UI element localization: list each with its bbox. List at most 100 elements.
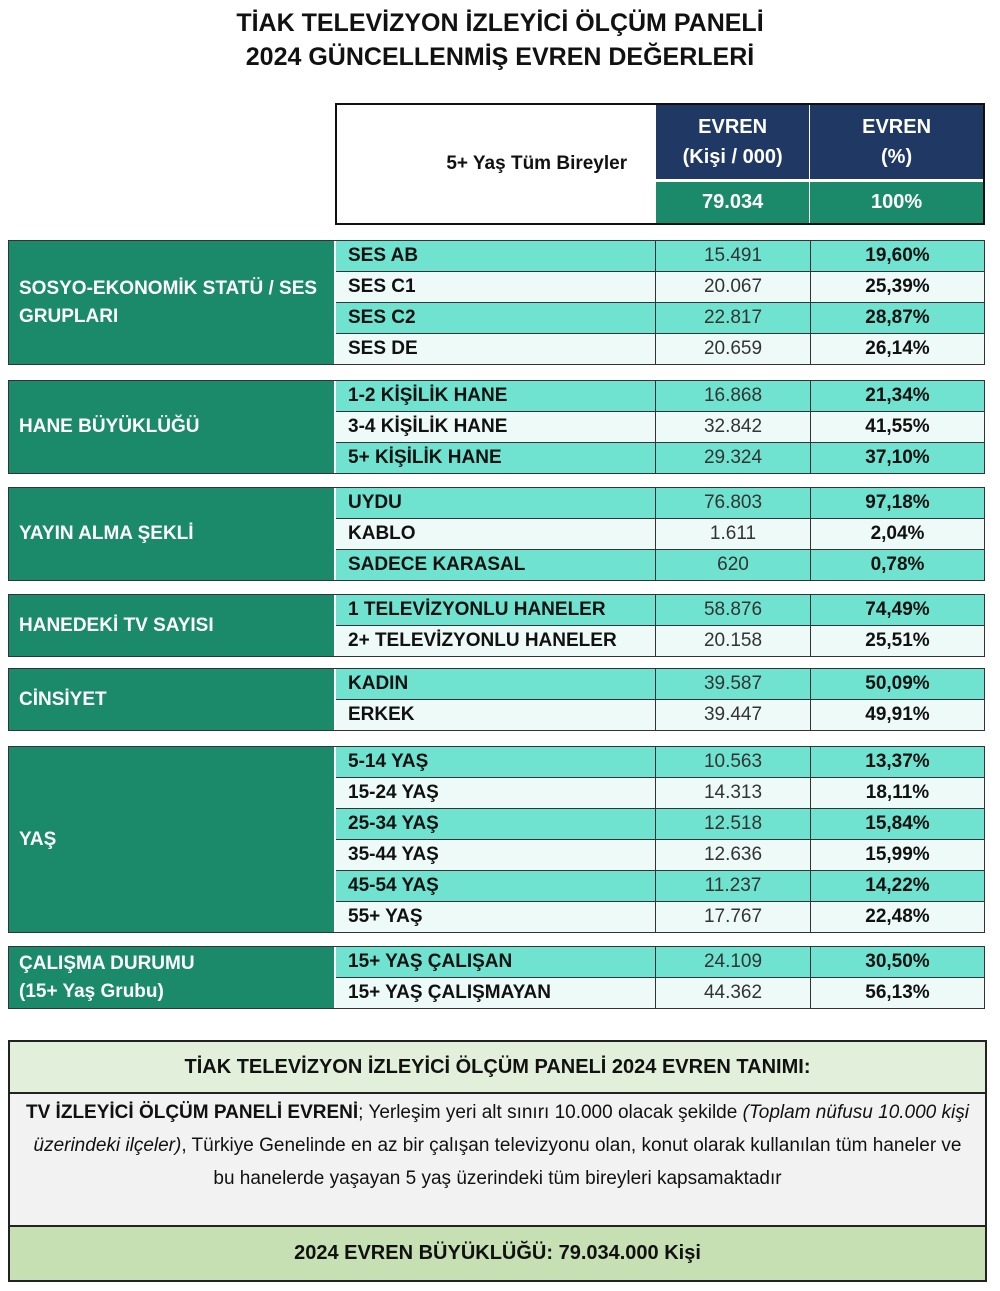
- row-percent: 14,22%: [865, 875, 930, 896]
- row-percent: 25,51%: [865, 630, 930, 651]
- table-row: 35-44 YAŞ 12.636 15,99%: [336, 840, 984, 871]
- row-percent: 28,87%: [865, 307, 930, 328]
- table-row: 15+ YAŞ ÇALIŞAN 24.109 30,50%: [336, 947, 984, 978]
- group-label: YAYIN ALMA ŞEKLİ: [9, 488, 336, 580]
- section: HANEDEKİ TV SAYISI 1 TELEVİZYONLU HANELE…: [8, 594, 985, 657]
- header-text: (Kişi / 000): [682, 146, 783, 168]
- population-label: 5+ Yaş Tüm Bireyler: [337, 105, 656, 223]
- universe-size: 2024 EVREN BÜYÜKLÜĞÜ: 79.034.000 Kişi: [10, 1227, 985, 1280]
- row-percent: 50,09%: [865, 673, 930, 694]
- row-count: 39.587: [656, 669, 811, 699]
- row-percent: 19,60%: [865, 245, 930, 266]
- column-header-percent: EVREN (%): [809, 105, 983, 182]
- row-percent: 2,04%: [870, 523, 925, 544]
- row-percent: 18,11%: [865, 782, 930, 803]
- row-count: 17.767: [656, 902, 811, 932]
- row-label: 15+ YAŞ ÇALIŞAN: [336, 947, 656, 977]
- table-row: 2+ TELEVİZYONLU HANELER 20.158 25,51%: [336, 626, 984, 656]
- row-label: 1-2 KİŞİLİK HANE: [336, 381, 656, 411]
- definition-bold: TV İZLEYİCİ ÖLÇÜM PANELİ EVRENİ: [26, 1102, 359, 1123]
- row-percent: 15,84%: [865, 813, 930, 834]
- row-label: KADIN: [336, 669, 656, 699]
- universe-definition-box: TİAK TELEVİZYON İZLEYİCİ ÖLÇÜM PANELİ 20…: [8, 1040, 987, 1282]
- section: ÇALIŞMA DURUMU (15+ Yaş Grubu) 15+ YAŞ Ç…: [8, 946, 985, 1009]
- row-label: SADECE KARASAL: [336, 550, 656, 580]
- title-line-1: TİAK TELEVİZYON İZLEYİCİ ÖLÇÜM PANELİ: [236, 9, 764, 37]
- row-count: 10.563: [656, 747, 811, 777]
- row-label: 25-34 YAŞ: [336, 809, 656, 839]
- row-label: 45-54 YAŞ: [336, 871, 656, 901]
- row-count: 15.491: [656, 241, 811, 271]
- row-label: SES DE: [336, 334, 656, 364]
- table-row: SES C1 20.067 25,39%: [336, 272, 984, 303]
- table-row: 15-24 YAŞ 14.313 18,11%: [336, 778, 984, 809]
- row-count: 12.636: [656, 840, 811, 870]
- column-header-count: EVREN (Kişi / 000): [655, 105, 810, 182]
- section: SOSYO-EKONOMİK STATÜ / SES GRUPLARI SES …: [8, 240, 985, 365]
- row-count: 620: [656, 550, 811, 580]
- row-count: 22.817: [656, 303, 811, 333]
- definition-text: , Türkiye Genelinde en az bir çalışan te…: [181, 1135, 962, 1189]
- section: YAŞ 5-14 YAŞ 10.563 13,37% 15-24 YAŞ 14.…: [8, 746, 985, 933]
- table-row: 5-14 YAŞ 10.563 13,37%: [336, 747, 984, 778]
- row-count: 11.237: [656, 871, 811, 901]
- row-percent: 97,18%: [865, 492, 930, 513]
- table-row: SES DE 20.659 26,14%: [336, 334, 984, 364]
- table-row: 3-4 KİŞİLİK HANE 32.842 41,55%: [336, 412, 984, 443]
- row-label: SES C2: [336, 303, 656, 333]
- total-percent: 100%: [809, 182, 983, 223]
- section: HANE BÜYÜKLÜĞÜ 1-2 KİŞİLİK HANE 16.868 2…: [8, 380, 985, 474]
- row-count: 14.313: [656, 778, 811, 808]
- row-label: 3-4 KİŞİLİK HANE: [336, 412, 656, 442]
- table-row: 5+ KİŞİLİK HANE 29.324 37,10%: [336, 443, 984, 473]
- row-percent: 22,48%: [865, 906, 930, 927]
- row-label: SES C1: [336, 272, 656, 302]
- title-line-2: 2024 GÜNCELLENMİŞ EVREN DEĞERLERİ: [245, 43, 755, 71]
- table-row: KABLO 1.611 2,04%: [336, 519, 984, 550]
- definition-text: ; Yerleşim yeri alt sınırı 10.000 olacak…: [358, 1102, 743, 1123]
- row-percent: 74,49%: [865, 599, 930, 620]
- table-row: 1-2 KİŞİLİK HANE 16.868 21,34%: [336, 381, 984, 412]
- row-label: KABLO: [336, 519, 656, 549]
- row-percent: 15,99%: [865, 844, 930, 865]
- row-percent: 13,37%: [865, 751, 930, 772]
- row-count: 76.803: [656, 488, 811, 518]
- row-label: 35-44 YAŞ: [336, 840, 656, 870]
- group-label: HANE BÜYÜKLÜĞÜ: [9, 381, 336, 473]
- table-row: 45-54 YAŞ 11.237 14,22%: [336, 871, 984, 902]
- row-label: 5+ KİŞİLİK HANE: [336, 443, 656, 473]
- row-count: 24.109: [656, 947, 811, 977]
- total-count: 79.034: [655, 182, 810, 223]
- table-row: 55+ YAŞ 17.767 22,48%: [336, 902, 984, 932]
- group-label: CİNSİYET: [9, 669, 336, 730]
- table-row: SADECE KARASAL 620 0,78%: [336, 550, 984, 580]
- table-row: UYDU 76.803 97,18%: [336, 488, 984, 519]
- row-percent: 26,14%: [865, 338, 930, 359]
- row-count: 12.518: [656, 809, 811, 839]
- group-label: ÇALIŞMA DURUMU (15+ Yaş Grubu): [9, 947, 336, 1008]
- row-label: 15-24 YAŞ: [336, 778, 656, 808]
- definition-body: TV İZLEYİCİ ÖLÇÜM PANELİ EVRENİ; Yerleşi…: [10, 1094, 985, 1227]
- group-label: YAŞ: [9, 747, 336, 932]
- group-label: HANEDEKİ TV SAYISI: [9, 595, 336, 656]
- row-label: UYDU: [336, 488, 656, 518]
- row-percent: 49,91%: [865, 704, 930, 725]
- header-text: EVREN: [698, 116, 768, 138]
- table-row: ERKEK 39.447 49,91%: [336, 700, 984, 730]
- table-row: 25-34 YAŞ 12.518 15,84%: [336, 809, 984, 840]
- section: YAYIN ALMA ŞEKLİ UYDU 76.803 97,18% KABL…: [8, 487, 985, 581]
- group-label: SOSYO-EKONOMİK STATÜ / SES GRUPLARI: [9, 241, 336, 364]
- row-percent: 56,13%: [865, 982, 930, 1003]
- table-row: KADIN 39.587 50,09%: [336, 669, 984, 700]
- row-percent: 37,10%: [865, 447, 930, 468]
- definition-italic: (Toplam nüfusu 10.000 kişi üzerindeki il…: [33, 1102, 969, 1156]
- table-header: 5+ Yaş Tüm Bireyler EVREN (Kişi / 000) 79…: [335, 103, 985, 225]
- row-count: 20.067: [656, 272, 811, 302]
- row-count: 1.611: [656, 519, 811, 549]
- table-row: SES AB 15.491 19,60%: [336, 241, 984, 272]
- row-label: 1 TELEVİZYONLU HANELER: [336, 595, 656, 625]
- row-count: 39.447: [656, 700, 811, 730]
- row-percent: 41,55%: [865, 416, 930, 437]
- row-count: 32.842: [656, 412, 811, 442]
- row-percent: 25,39%: [865, 276, 930, 297]
